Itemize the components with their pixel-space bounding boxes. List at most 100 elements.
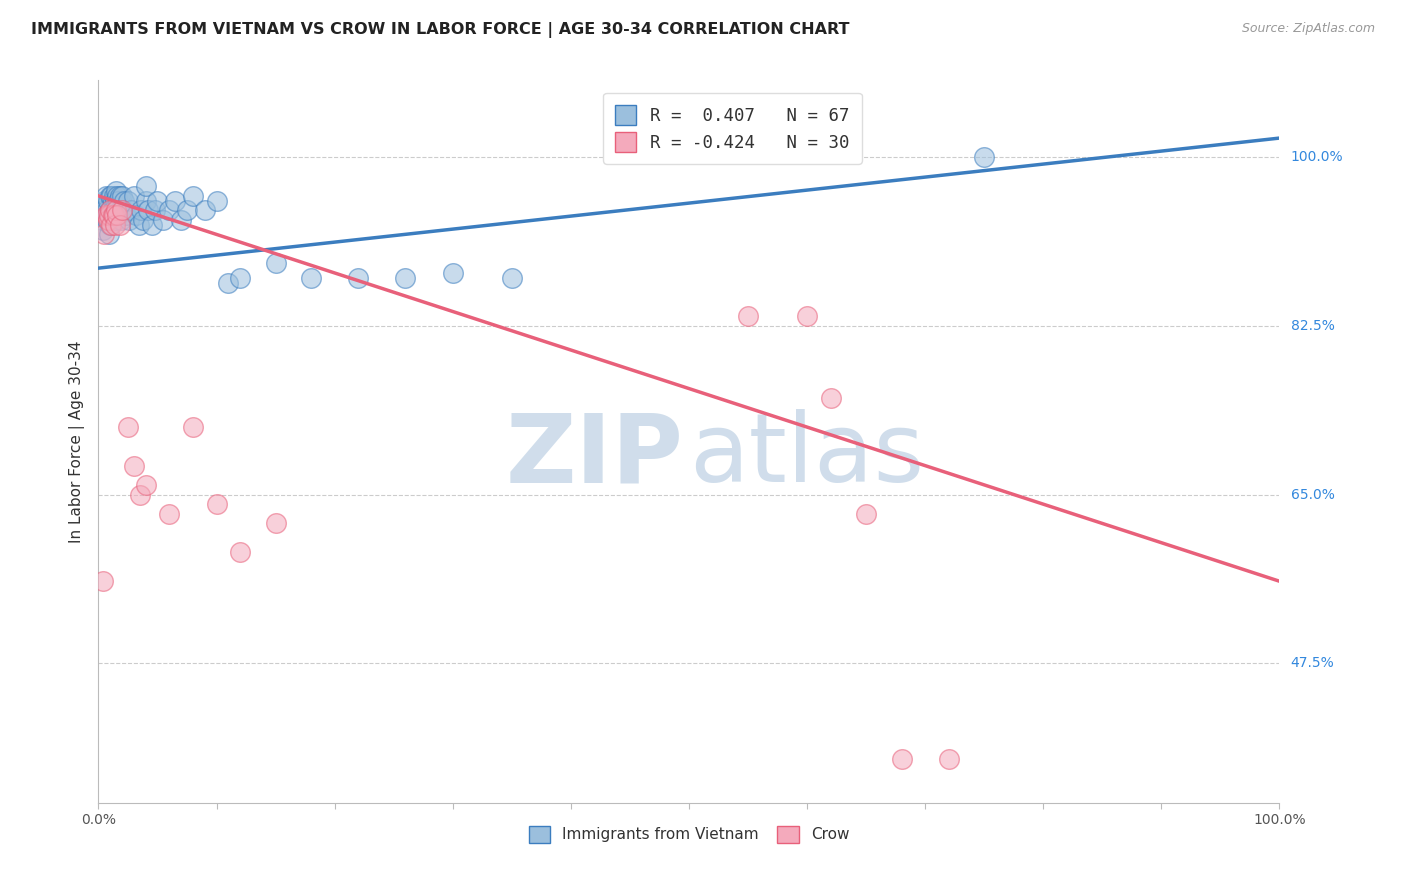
Point <box>973 150 995 164</box>
Text: Source: ZipAtlas.com: Source: ZipAtlas.com <box>1241 22 1375 36</box>
Point <box>107 194 129 208</box>
Point <box>98 213 121 227</box>
Point <box>103 189 125 203</box>
Point <box>737 310 759 324</box>
Point <box>100 218 122 232</box>
Point <box>264 516 287 531</box>
Point <box>104 194 127 208</box>
Point <box>105 203 128 218</box>
Point <box>146 194 169 208</box>
Point <box>98 203 121 218</box>
Point <box>98 203 121 218</box>
Point <box>796 310 818 324</box>
Point <box>501 270 523 285</box>
Point <box>108 218 131 232</box>
Point <box>91 222 114 236</box>
Point <box>855 507 877 521</box>
Point <box>96 208 118 222</box>
Point <box>96 213 118 227</box>
Point <box>181 189 204 203</box>
Point <box>141 218 163 232</box>
Point <box>111 189 134 203</box>
Point <box>97 194 120 208</box>
Point <box>98 218 121 232</box>
Point <box>103 208 125 222</box>
Point <box>135 194 157 208</box>
Point <box>94 189 117 203</box>
Point <box>135 478 157 492</box>
Point <box>97 208 120 222</box>
Point <box>103 203 125 218</box>
Point <box>118 213 141 227</box>
Point <box>96 203 118 218</box>
Point <box>105 203 128 218</box>
Point <box>136 203 159 218</box>
Point <box>820 391 842 405</box>
Point <box>299 270 322 285</box>
Point <box>111 203 134 218</box>
Point <box>205 497 228 511</box>
Point <box>157 203 180 218</box>
Point <box>107 208 129 222</box>
Point <box>105 198 128 212</box>
Point <box>938 752 960 766</box>
Point <box>93 203 115 218</box>
Point <box>101 194 124 208</box>
Text: atlas: atlas <box>689 409 925 502</box>
Point <box>135 179 157 194</box>
Point <box>152 213 174 227</box>
Text: IMMIGRANTS FROM VIETNAM VS CROW IN LABOR FORCE | AGE 30-34 CORRELATION CHART: IMMIGRANTS FROM VIETNAM VS CROW IN LABOR… <box>31 22 849 38</box>
Point <box>104 208 127 222</box>
Point <box>170 213 193 227</box>
Point <box>117 420 139 434</box>
Point <box>394 270 416 285</box>
Point <box>94 208 117 222</box>
Point <box>176 203 198 218</box>
Point <box>98 208 121 222</box>
Point <box>91 213 114 227</box>
Text: 100.0%: 100.0% <box>1291 151 1343 164</box>
Point <box>114 208 136 222</box>
Point <box>112 194 135 208</box>
Point <box>100 208 122 222</box>
Point <box>122 458 145 473</box>
Point <box>101 208 124 222</box>
Point <box>108 203 131 218</box>
Point <box>129 203 152 218</box>
Point <box>105 189 128 203</box>
Point <box>104 218 127 232</box>
Point <box>229 270 252 285</box>
Point <box>229 545 252 559</box>
Y-axis label: In Labor Force | Age 30-34: In Labor Force | Age 30-34 <box>69 340 84 543</box>
Point <box>117 194 139 208</box>
Point <box>441 266 464 280</box>
Text: 82.5%: 82.5% <box>1291 319 1334 333</box>
Point <box>347 270 370 285</box>
Point <box>890 752 912 766</box>
Point <box>194 203 217 218</box>
Point <box>121 203 143 218</box>
Point <box>205 194 228 208</box>
Point <box>91 574 114 589</box>
Point <box>98 189 121 203</box>
Point <box>105 184 128 198</box>
Point <box>264 256 287 270</box>
Point <box>93 194 115 208</box>
Legend: Immigrants from Vietnam, Crow: Immigrants from Vietnam, Crow <box>523 820 855 849</box>
Point <box>132 213 155 227</box>
Point <box>181 420 204 434</box>
Point <box>122 189 145 203</box>
Point <box>157 507 180 521</box>
Point <box>128 487 150 501</box>
Text: 65.0%: 65.0% <box>1291 488 1334 501</box>
Point <box>217 276 239 290</box>
Point <box>97 213 120 227</box>
Point <box>143 203 166 218</box>
Point <box>105 213 128 227</box>
Text: ZIP: ZIP <box>506 409 683 502</box>
Text: 47.5%: 47.5% <box>1291 657 1334 670</box>
Point <box>101 203 124 218</box>
Point <box>111 203 134 218</box>
Point <box>105 208 128 222</box>
Point <box>110 213 132 227</box>
